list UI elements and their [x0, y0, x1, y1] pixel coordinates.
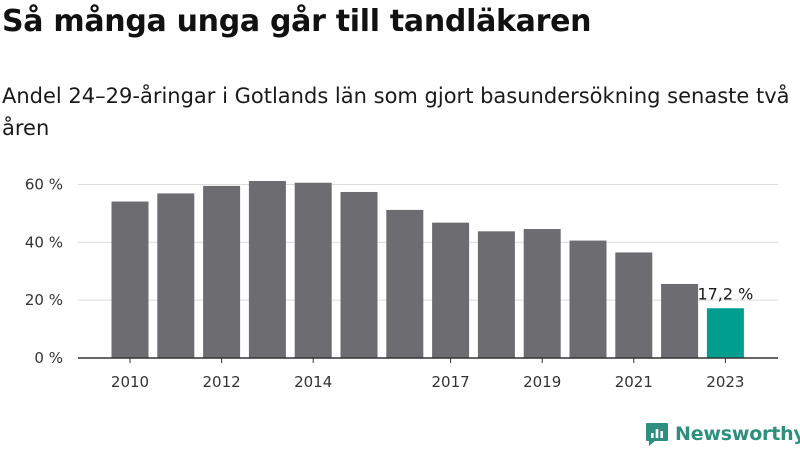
bar: [661, 283, 699, 358]
y-tick-label: 40 %: [25, 233, 63, 251]
y-tick-label: 60 %: [25, 175, 63, 193]
bars: [111, 180, 744, 358]
y-tick-label: 20 %: [25, 291, 63, 309]
bar: [477, 231, 515, 358]
bar-highlight: [706, 308, 744, 358]
brand-name: Newsworthy: [675, 423, 800, 445]
bar: [615, 252, 653, 358]
bar: [248, 180, 286, 358]
data-labels: 17,2 %: [697, 284, 753, 303]
x-axis-tick-labels: 2010 2012 2014 2017 2019 2021 2023: [111, 373, 745, 391]
bar: [340, 191, 378, 358]
x-tick-label: 2023: [706, 373, 744, 391]
chart-subtitle: Andel 24–29-åringar i Gotlands län som g…: [2, 84, 790, 140]
bar: [111, 201, 149, 358]
x-tick-label: 2010: [111, 373, 149, 391]
chart-title: Så många unga går till tandläkaren: [2, 4, 592, 39]
x-tick-label: 2019: [523, 373, 561, 391]
x-tick-label: 2021: [615, 373, 653, 391]
newsworthy-logo-icon: [646, 423, 668, 446]
newsworthy-brand: Newsworthy: [645, 419, 800, 449]
bar: [569, 240, 607, 358]
bar: [432, 222, 470, 358]
y-tick-label: 0 %: [34, 349, 63, 367]
bar: [203, 185, 241, 358]
data-label: 17,2 %: [697, 284, 753, 303]
y-axis-tick-labels: 0 % 20 % 40 % 60 %: [25, 175, 63, 367]
bar: [523, 229, 561, 358]
bar: [386, 209, 424, 358]
x-tick-label: 2014: [294, 373, 332, 391]
bar: [294, 182, 332, 358]
bar: [157, 193, 195, 358]
x-tick-label: 2012: [203, 373, 241, 391]
x-tick-label: 2017: [432, 373, 470, 391]
x-axis: [78, 357, 778, 363]
